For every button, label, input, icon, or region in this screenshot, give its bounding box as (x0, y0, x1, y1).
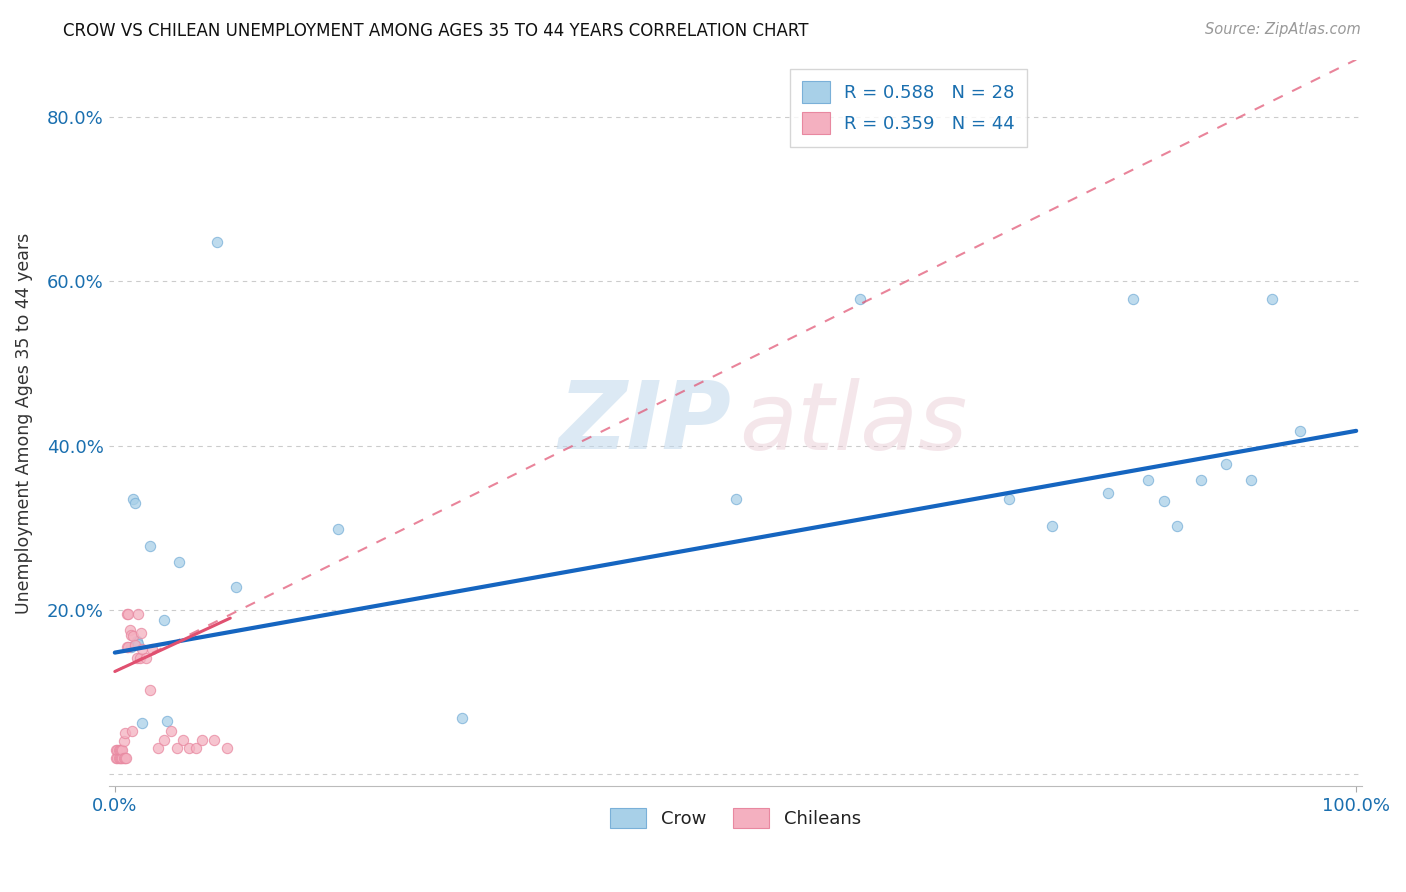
Point (1122, 293, 1144, 307)
Point (110, 742, 132, 756)
Point (108, 742, 131, 756)
Point (1289, 424, 1312, 438)
Point (1097, 486, 1119, 500)
Point (184, 740, 207, 755)
Point (117, 640, 139, 654)
Point (122, 491, 145, 506)
Point (127, 634, 149, 648)
Point (105, 742, 128, 756)
Point (107, 750, 129, 764)
Point (172, 732, 194, 747)
Point (1261, 293, 1284, 307)
Point (153, 732, 176, 747)
Point (129, 626, 152, 640)
Point (111, 750, 134, 764)
Point (1189, 473, 1212, 487)
Point (724, 491, 747, 506)
Point (111, 742, 134, 756)
Point (112, 750, 135, 764)
Point (169, 555, 191, 569)
Text: ZIP: ZIP (558, 377, 731, 469)
Point (1153, 494, 1175, 508)
Point (117, 640, 139, 654)
Point (112, 734, 135, 748)
Point (122, 629, 145, 643)
Point (107, 742, 129, 756)
Point (190, 732, 212, 747)
Point (108, 750, 131, 764)
Point (328, 523, 350, 537)
Point (121, 724, 143, 739)
Point (148, 740, 170, 755)
Point (225, 580, 247, 594)
Point (124, 638, 146, 652)
Point (215, 740, 238, 755)
Point (128, 650, 150, 665)
Point (997, 491, 1019, 506)
Point (127, 607, 149, 621)
Point (138, 539, 160, 553)
Point (205, 235, 228, 249)
Point (451, 711, 474, 725)
Text: CROW VS CHILEAN UNEMPLOYMENT AMONG AGES 35 TO 44 YEARS CORRELATION CHART: CROW VS CHILEAN UNEMPLOYMENT AMONG AGES … (63, 22, 808, 40)
Point (1136, 473, 1159, 487)
Point (124, 496, 146, 510)
Point (135, 650, 157, 665)
Point (131, 642, 153, 657)
Point (127, 637, 149, 651)
Point (105, 742, 128, 756)
Point (1040, 519, 1063, 533)
Y-axis label: Unemployment Among Ages 35 to 44 years: Unemployment Among Ages 35 to 44 years (15, 233, 32, 614)
Point (1215, 457, 1237, 471)
Point (1240, 473, 1263, 487)
Point (127, 650, 149, 665)
Point (114, 726, 136, 740)
Point (120, 627, 142, 641)
Point (105, 750, 128, 764)
Text: Source: ZipAtlas.com: Source: ZipAtlas.com (1205, 22, 1361, 37)
Point (1166, 519, 1188, 533)
Point (138, 683, 160, 698)
Point (202, 732, 225, 747)
Point (110, 750, 132, 764)
Point (114, 750, 136, 764)
Point (118, 624, 141, 638)
Text: atlas: atlas (740, 377, 967, 468)
Point (117, 607, 139, 621)
Point (166, 740, 188, 755)
Point (159, 724, 181, 739)
Point (153, 613, 176, 627)
Point (179, 740, 201, 755)
Point (115, 750, 138, 764)
Point (120, 640, 142, 654)
Point (117, 607, 139, 621)
Legend: Crow, Chileans: Crow, Chileans (603, 801, 868, 836)
Point (156, 714, 179, 728)
Point (131, 716, 153, 731)
Point (141, 642, 163, 657)
Point (105, 750, 128, 764)
Point (848, 293, 870, 307)
